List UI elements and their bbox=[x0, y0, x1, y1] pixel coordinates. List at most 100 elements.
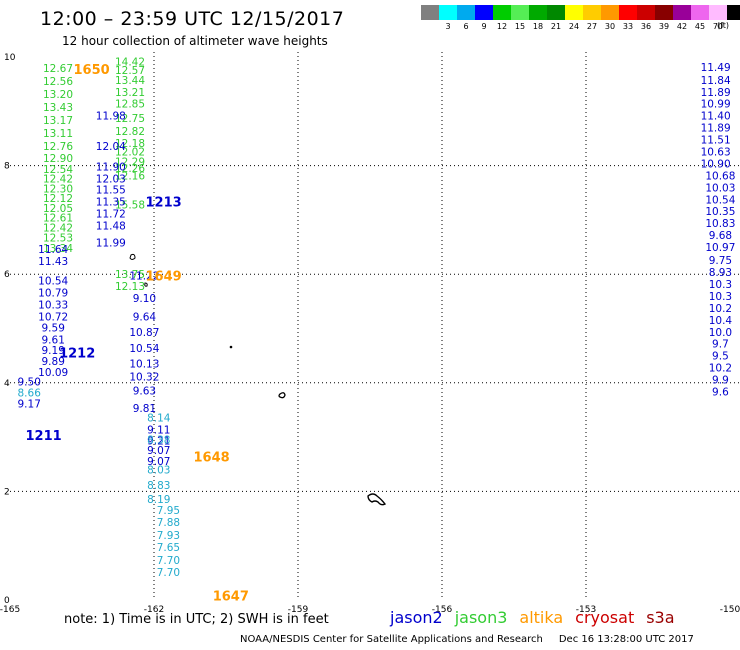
scale-step: 15 bbox=[511, 5, 529, 32]
wave-height-value: 10.99 bbox=[701, 99, 731, 111]
wave-height-value: 13.21 bbox=[115, 87, 145, 99]
wave-height-value: 12.04 bbox=[96, 141, 126, 153]
wave-height-value: 12.57 bbox=[115, 65, 145, 77]
wave-height-value: 12.85 bbox=[115, 99, 145, 111]
wave-height-value: 10.72 bbox=[38, 312, 68, 324]
longitude-label: -162 bbox=[144, 605, 164, 615]
longitude-label: -159 bbox=[288, 605, 309, 615]
satellite-jason3: jason3 bbox=[454, 608, 508, 627]
wave-height-value: 11.84 bbox=[701, 75, 731, 87]
wave-height-value: 10.03 bbox=[705, 182, 735, 194]
wave-height-value: 8.03 bbox=[147, 465, 170, 477]
latitude-label: 4 bbox=[4, 379, 10, 389]
wave-height-value: 10.87 bbox=[129, 327, 159, 339]
wave-height-value: 10.2 bbox=[709, 363, 732, 375]
scale-swatch bbox=[511, 5, 529, 20]
satellite-cryosat: cryosat bbox=[575, 608, 635, 627]
wave-height-value: 11.48 bbox=[96, 220, 126, 232]
wave-height-value: 9.68 bbox=[709, 230, 732, 242]
scale-tick-label: 45 bbox=[694, 22, 706, 31]
wave-height-value: 12.29 bbox=[115, 156, 145, 168]
scale-step: 3 bbox=[439, 5, 457, 32]
wave-height-value: 9.17 bbox=[18, 398, 41, 410]
footer-credit: NOAA/NESDIS Center for Satellite Applica… bbox=[240, 634, 694, 645]
scale-step: 9 bbox=[475, 5, 493, 32]
wave-height-value: 12.12 bbox=[43, 193, 73, 205]
scale-step: 70 bbox=[709, 5, 727, 32]
scale-swatch bbox=[637, 5, 655, 20]
map-grid: -165 -162 -159 -156 -153 -150 0 2 4 6 8 10 bbox=[0, 52, 740, 615]
pass-time-label: 1212 bbox=[59, 346, 95, 361]
wave-height-value: 10.63 bbox=[701, 146, 731, 158]
wave-height-value: 10.68 bbox=[705, 170, 735, 182]
longitude-label: -153 bbox=[576, 605, 596, 615]
wave-height-value: 12.56 bbox=[43, 76, 73, 88]
island-outline bbox=[229, 345, 233, 349]
wave-height-value: 13.34 bbox=[43, 243, 73, 255]
wave-height-value: 8.19 bbox=[147, 494, 170, 506]
scale-swatch bbox=[673, 5, 691, 20]
wave-height-value: 10.2 bbox=[709, 303, 732, 315]
latitude-label: 0 bbox=[4, 596, 10, 606]
wave-height-value: 10.32 bbox=[129, 371, 159, 383]
wave-height-value: 10.0 bbox=[709, 327, 732, 339]
wave-height-value: 9.50 bbox=[18, 377, 41, 389]
wave-height-value: 11.43 bbox=[38, 256, 68, 268]
wave-height-value: 11.51 bbox=[701, 135, 731, 147]
wave-height-value: 13.44 bbox=[115, 75, 145, 87]
wave-height-value: 12.42 bbox=[43, 223, 73, 235]
wave-height-value: 9.07 bbox=[147, 445, 170, 457]
wave-height-value: 14.42 bbox=[115, 56, 145, 68]
wave-height-value: 8.14 bbox=[147, 413, 171, 425]
pass-time-labels: 1650 1213 1649 1212 1211 1648 1647 bbox=[26, 63, 249, 605]
wave-height-value: 12.54 bbox=[43, 164, 73, 176]
wave-height-value: 13.11 bbox=[43, 128, 73, 140]
wave-height-value: 10.3 bbox=[709, 279, 732, 291]
scale-swatch bbox=[601, 5, 619, 20]
wave-height-value: 11.89 bbox=[701, 123, 731, 135]
scale-swatch bbox=[529, 5, 547, 20]
wave-height-value: 11.40 bbox=[701, 111, 731, 123]
scale-step: 6 bbox=[457, 5, 475, 32]
wave-height-value: 9.5 bbox=[712, 351, 729, 363]
wave-height-value: 8.66 bbox=[18, 388, 42, 400]
scale-swatch bbox=[547, 5, 565, 20]
wave-height-value: 9.9 bbox=[712, 375, 729, 387]
satellite-s3a: s3a bbox=[646, 608, 675, 627]
island-outline bbox=[144, 282, 148, 287]
island-outline bbox=[367, 493, 387, 506]
wave-height-value: 11.55 bbox=[96, 184, 126, 196]
wave-height-value: 13.75 bbox=[115, 269, 145, 281]
wave-height-value: 9.63 bbox=[133, 385, 156, 397]
wave-height-value: 7.93 bbox=[157, 530, 180, 542]
wave-height-value: 8.38 bbox=[147, 434, 170, 446]
altimeter-tracks: 12.6712.5613.2013.4313.1713.1112.7612.90… bbox=[18, 56, 736, 578]
scale-tick-label: 30 bbox=[604, 22, 616, 31]
wave-height-value: 10.33 bbox=[38, 300, 68, 312]
scale-tick-label: 9 bbox=[481, 22, 487, 31]
scale-tick-label: 24 bbox=[568, 22, 580, 31]
wave-height-value: 12.03 bbox=[96, 174, 126, 186]
scale-swatch bbox=[421, 5, 439, 20]
wave-height-value: 11.49 bbox=[701, 62, 731, 74]
scale-step: 24 bbox=[565, 5, 583, 32]
scale-step: 42 bbox=[673, 5, 691, 32]
wave-height-value: 11.98 bbox=[96, 111, 126, 123]
wave-height-value: 10.79 bbox=[38, 288, 68, 300]
latitude-label: 8 bbox=[4, 162, 10, 172]
wave-height-value: 9.6 bbox=[712, 386, 729, 398]
scale-step: 12 bbox=[493, 5, 511, 32]
scale-step: 36 bbox=[637, 5, 655, 32]
wave-height-value: 12.30 bbox=[43, 183, 73, 195]
pass-time-label: 1650 bbox=[74, 63, 110, 78]
pass-time-label: 1211 bbox=[26, 429, 62, 444]
wave-height-value: 10.54 bbox=[705, 194, 735, 206]
wave-height-value: 11.64 bbox=[38, 244, 68, 256]
generated-timestamp: Dec 16 13:28:00 UTC 2017 bbox=[558, 634, 694, 645]
wave-height-value: 10.97 bbox=[705, 242, 735, 254]
wave-height-value: 12.13 bbox=[115, 281, 145, 293]
wave-height-value: 8.83 bbox=[147, 480, 170, 492]
color-scale-legend: 3 6 9 12 15 18 21 24 27 30 33 36 39 42 45 70 bbox=[421, 5, 740, 32]
wave-height-value: 7.88 bbox=[157, 517, 180, 529]
